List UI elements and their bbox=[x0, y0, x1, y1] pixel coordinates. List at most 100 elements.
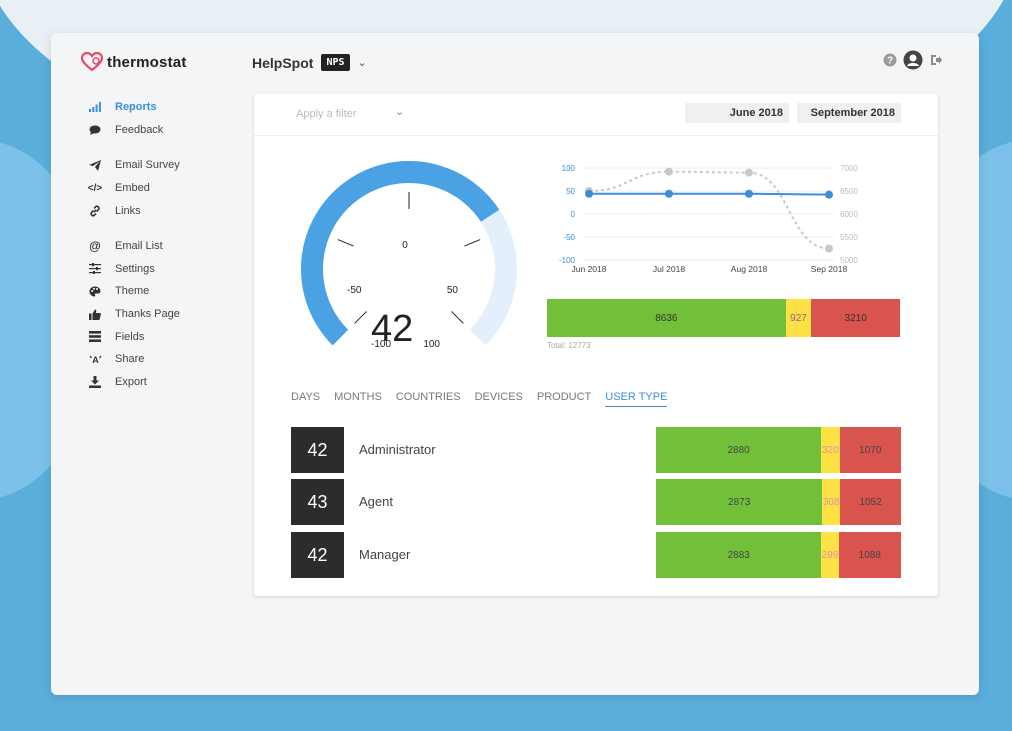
app-switcher[interactable]: HelpSpot NPS ⌄ bbox=[252, 54, 367, 71]
y-left-tick-label: -100 bbox=[559, 256, 576, 265]
heart-logo-icon bbox=[81, 52, 103, 72]
row-score: 42 bbox=[291, 427, 344, 473]
detractors-segment: 1070 bbox=[839, 427, 901, 473]
sidebar-item-theme[interactable]: Theme bbox=[87, 280, 237, 303]
sidebar-item-links[interactable]: Links bbox=[87, 199, 237, 222]
app-name: HelpSpot bbox=[252, 54, 314, 71]
download-icon bbox=[87, 375, 103, 388]
row-name: Administrator bbox=[359, 442, 436, 457]
row-distribution-bar: 2880 320 1070 bbox=[656, 427, 901, 473]
y-right-tick-label: 6500 bbox=[840, 187, 858, 196]
sidebar-item-label: Email Survey bbox=[115, 159, 180, 172]
row-name: Manager bbox=[359, 547, 411, 562]
tab-countries[interactable]: COUNTRIES bbox=[395, 391, 461, 403]
sidebar-item-label: Fields bbox=[115, 330, 145, 343]
date-to-picker[interactable]: September 2018 bbox=[797, 103, 901, 123]
tab-product[interactable]: PRODUCT bbox=[536, 391, 592, 403]
tab-days[interactable]: DAYS bbox=[291, 391, 321, 403]
promoters-segment: 8636 bbox=[547, 299, 786, 337]
chevron-down-icon[interactable]: ⌄ bbox=[357, 57, 367, 69]
sidebar-item-reports[interactable]: Reports bbox=[87, 96, 237, 119]
passives-segment: 927 bbox=[785, 299, 812, 337]
gauge-tick-label: 0 bbox=[402, 240, 408, 251]
row-name: Agent bbox=[359, 494, 393, 509]
sidebar-item-label: Reports bbox=[115, 101, 157, 114]
palette-icon bbox=[87, 286, 103, 297]
passives-segment: 299 bbox=[821, 532, 839, 578]
tab-user-type[interactable]: USER TYPE bbox=[605, 391, 668, 407]
x-tick-label: Aug 2018 bbox=[731, 264, 768, 274]
nps-distribution-bar: 8636 927 3210 bbox=[547, 299, 901, 337]
date-from-picker[interactable]: June 2018 bbox=[685, 103, 789, 123]
filter-input[interactable]: Apply a filter bbox=[296, 108, 357, 120]
nps-score: 42 bbox=[371, 308, 414, 350]
responses-line bbox=[588, 170, 830, 250]
x-tick-label: Jun 2018 bbox=[572, 264, 607, 274]
list-icon bbox=[87, 331, 103, 343]
tab-devices[interactable]: DEVICES bbox=[474, 391, 523, 403]
trend-chart: 100 50 0 -50 -100 7000 6500 6000 5500 5000 Jun 201… bbox=[559, 164, 858, 274]
y-left-tick-label: 100 bbox=[562, 164, 576, 173]
sidebar-item-label: Settings bbox=[115, 262, 155, 275]
gauge-tick-label: -50 bbox=[347, 285, 362, 296]
sidebar-item-fields[interactable]: Fields bbox=[87, 325, 237, 348]
sidebar-item-label: Feedback bbox=[115, 123, 164, 136]
row-score: 42 bbox=[291, 532, 344, 578]
brand-logo[interactable]: thermostat bbox=[81, 52, 187, 72]
svg-text:?: ? bbox=[887, 56, 893, 67]
y-right-tick-label: 5500 bbox=[840, 233, 858, 242]
responses-point bbox=[665, 167, 673, 176]
sidebar-item-embed[interactable]: </> Embed bbox=[87, 177, 237, 200]
svg-text:A: A bbox=[92, 355, 99, 365]
nps-point bbox=[585, 189, 593, 198]
detractors-segment: 3210 bbox=[811, 299, 901, 337]
row-distribution-bar: 2873 308 1052 bbox=[656, 479, 901, 525]
responses-point bbox=[745, 168, 753, 177]
total-responses: Total: 12773 bbox=[547, 341, 591, 350]
sidebar-item-label: Email List bbox=[115, 240, 163, 253]
sidebar-item-label: Share bbox=[115, 353, 145, 366]
gauge-arc bbox=[301, 161, 517, 346]
header-actions: ? bbox=[883, 50, 943, 70]
share-icon: A bbox=[87, 354, 103, 365]
x-tick-label: Sep 2018 bbox=[811, 264, 848, 274]
sliders-icon bbox=[87, 263, 103, 275]
chevron-down-icon[interactable]: ⌄ bbox=[395, 106, 405, 118]
y-left-tick-label: 0 bbox=[571, 210, 576, 219]
sidebar-item-settings[interactable]: Settings bbox=[87, 258, 237, 281]
promoters-segment: 2873 bbox=[656, 479, 823, 525]
sidebar: Reports Feedback Email Survey </> Embed … bbox=[87, 96, 237, 393]
y-right-tick-label: 6000 bbox=[840, 210, 858, 219]
user-avatar-icon[interactable] bbox=[903, 50, 923, 70]
logout-icon[interactable] bbox=[929, 53, 943, 67]
sidebar-item-export[interactable]: Export bbox=[87, 371, 237, 394]
sidebar-item-share[interactable]: A Share bbox=[87, 348, 237, 371]
y-right-tick-label: 7000 bbox=[840, 164, 858, 173]
sidebar-item-feedback[interactable]: Feedback bbox=[87, 119, 237, 142]
sidebar-item-label: Export bbox=[115, 375, 147, 388]
gauge-tick-mark bbox=[464, 239, 481, 247]
sidebar-item-email-survey[interactable]: Email Survey bbox=[87, 154, 237, 177]
chat-bubble-icon bbox=[87, 125, 103, 135]
nps-point bbox=[665, 189, 673, 198]
sidebar-item-label: Embed bbox=[115, 182, 150, 195]
detractors-segment: 1052 bbox=[840, 479, 901, 525]
table-row: 43 Agent 2873 308 1052 bbox=[291, 479, 901, 525]
sidebar-item-label: Links bbox=[115, 204, 141, 217]
gauge-tick-mark bbox=[451, 311, 464, 324]
help-icon[interactable]: ? bbox=[883, 53, 897, 67]
row-distribution-bar: 2883 299 1088 bbox=[656, 532, 901, 578]
nps-point bbox=[745, 189, 753, 198]
y-left-tick-label: -50 bbox=[563, 233, 575, 242]
breakdown-tabs: DAYS MONTHS COUNTRIES DEVICES PRODUCT US… bbox=[291, 391, 668, 407]
sidebar-item-thanks-page[interactable]: Thanks Page bbox=[87, 303, 237, 326]
passives-segment: 308 bbox=[822, 479, 841, 525]
gauge-tick-label: -100 bbox=[371, 339, 391, 350]
gauge-tick-mark bbox=[337, 239, 354, 247]
sidebar-item-email-list[interactable]: @ Email List bbox=[87, 235, 237, 258]
y-left-tick-label: 50 bbox=[566, 187, 575, 196]
detractors-segment: 1088 bbox=[838, 532, 901, 578]
tab-months[interactable]: MONTHS bbox=[334, 391, 382, 403]
report-panel: Apply a filter ⌄ June 2018 September 201… bbox=[254, 94, 938, 596]
nps-badge: NPS bbox=[321, 54, 350, 71]
